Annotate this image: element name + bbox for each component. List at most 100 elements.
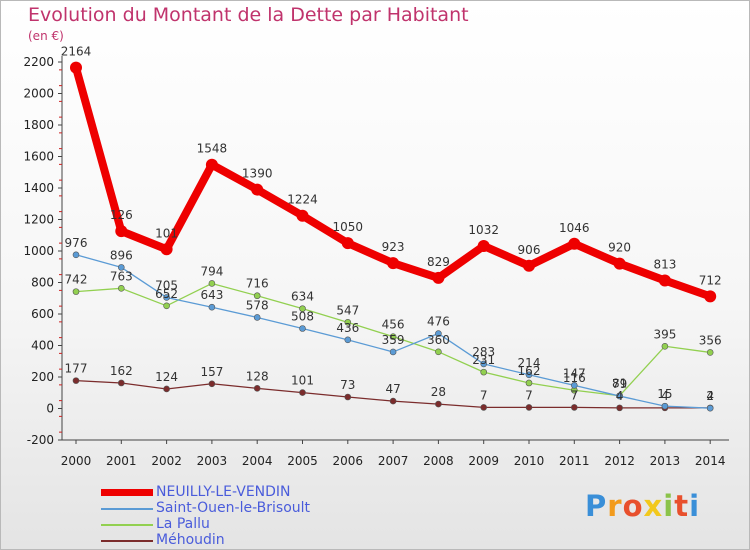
data-label: 1390 (242, 167, 273, 181)
data-label: 547 (336, 303, 359, 317)
data-point (387, 257, 400, 270)
data-point (480, 404, 488, 411)
data-label: 896 (110, 248, 133, 262)
y-tick-label: 1000 (23, 244, 54, 258)
data-label: 1548 (197, 142, 228, 156)
data-point (613, 257, 626, 270)
data-point (251, 183, 264, 196)
data-point (344, 319, 352, 326)
data-label: 359 (382, 333, 405, 347)
logo-letter: r (607, 489, 623, 523)
x-tick-label: 2000 (61, 454, 92, 468)
data-label: 712 (699, 273, 722, 287)
data-point (661, 402, 669, 410)
logo-letter: i (663, 489, 675, 523)
legend-swatch (101, 489, 153, 496)
data-point (160, 243, 173, 256)
data-point (253, 314, 261, 321)
data-point (435, 330, 442, 337)
data-point (70, 61, 82, 74)
data-label: 4 (661, 389, 669, 403)
x-tick-label: 2014 (695, 454, 726, 468)
data-point (706, 349, 714, 356)
y-tick-label: -200 (27, 433, 54, 447)
data-label: 456 (382, 318, 405, 332)
data-point (115, 225, 128, 238)
data-point (344, 393, 352, 401)
data-point (299, 305, 306, 312)
legend-label: La Pallu (156, 516, 210, 532)
y-tick-label: 400 (31, 339, 54, 353)
data-point (299, 389, 306, 396)
logo-letter: P (585, 489, 608, 523)
logo-letter: t (674, 489, 690, 523)
data-label: 436 (336, 321, 359, 335)
data-label: 162 (110, 364, 133, 378)
data-point (568, 237, 581, 250)
data-point (253, 292, 261, 300)
x-tick-label: 2007 (378, 454, 409, 468)
data-point (389, 397, 397, 405)
data-label: 126 (110, 208, 133, 222)
x-tick-label: 2002 (151, 454, 182, 468)
series-layer (70, 61, 717, 412)
x-tick-label: 2011 (559, 454, 590, 468)
legend-label: Saint-Ouen-le-Brisoult (156, 500, 311, 516)
data-label: 7 (480, 388, 488, 402)
data-label: 15 (657, 387, 672, 401)
data-label: 1032 (468, 223, 499, 237)
chart-title: Evolution du Montant de la Dette par Hab… (28, 4, 469, 26)
data-point (616, 392, 623, 400)
data-point (163, 385, 170, 393)
logo-letter: x (643, 489, 664, 523)
data-point (570, 382, 578, 389)
data-label: 360 (427, 333, 450, 347)
data-point (205, 158, 218, 171)
data-label: 128 (246, 369, 269, 383)
data-point (570, 404, 578, 411)
data-point (525, 371, 533, 379)
data-label: 2 (706, 389, 714, 403)
data-point (163, 302, 170, 310)
data-point (118, 379, 125, 387)
data-point (208, 280, 216, 287)
data-label: 829 (427, 255, 450, 269)
data-label: 643 (200, 288, 223, 302)
y-tick-label: 1400 (23, 181, 54, 195)
x-tick-label: 2009 (468, 454, 499, 468)
data-label: 1050 (333, 220, 364, 234)
data-label: 794 (200, 264, 223, 278)
data-point (118, 264, 125, 271)
data-label: 2164 (61, 45, 92, 59)
x-tick-label: 2012 (604, 454, 635, 468)
data-label: 47 (385, 382, 400, 396)
y-tick-label: 1600 (23, 150, 54, 164)
y-tick-label: 1800 (23, 118, 54, 132)
data-label: 1224 (287, 193, 318, 207)
data-point (432, 271, 445, 284)
y-tick-label: 0 (46, 402, 54, 416)
data-point (435, 348, 442, 356)
data-point (163, 294, 170, 301)
data-point (253, 385, 261, 392)
data-point (480, 368, 488, 376)
logo-letter: o (622, 489, 644, 523)
legend-swatch (101, 540, 153, 542)
data-label: 7 (570, 388, 578, 402)
y-tick-label: 1200 (23, 213, 54, 227)
data-label: 705 (155, 278, 178, 292)
proxiti-logo: Proxiti (585, 489, 700, 523)
data-label: 634 (291, 290, 314, 304)
y-tick-label: 600 (31, 307, 54, 321)
legend-swatch (101, 508, 153, 510)
x-tick-label: 2001 (106, 454, 137, 468)
data-point (72, 377, 80, 384)
data-point (299, 325, 306, 332)
data-point (525, 404, 533, 411)
x-tick-label: 2004 (242, 454, 273, 468)
data-label: 763 (110, 269, 133, 283)
data-label: 101 (155, 226, 178, 240)
data-label: 7 (525, 388, 533, 402)
data-point (208, 380, 216, 388)
data-label: 214 (518, 356, 541, 370)
